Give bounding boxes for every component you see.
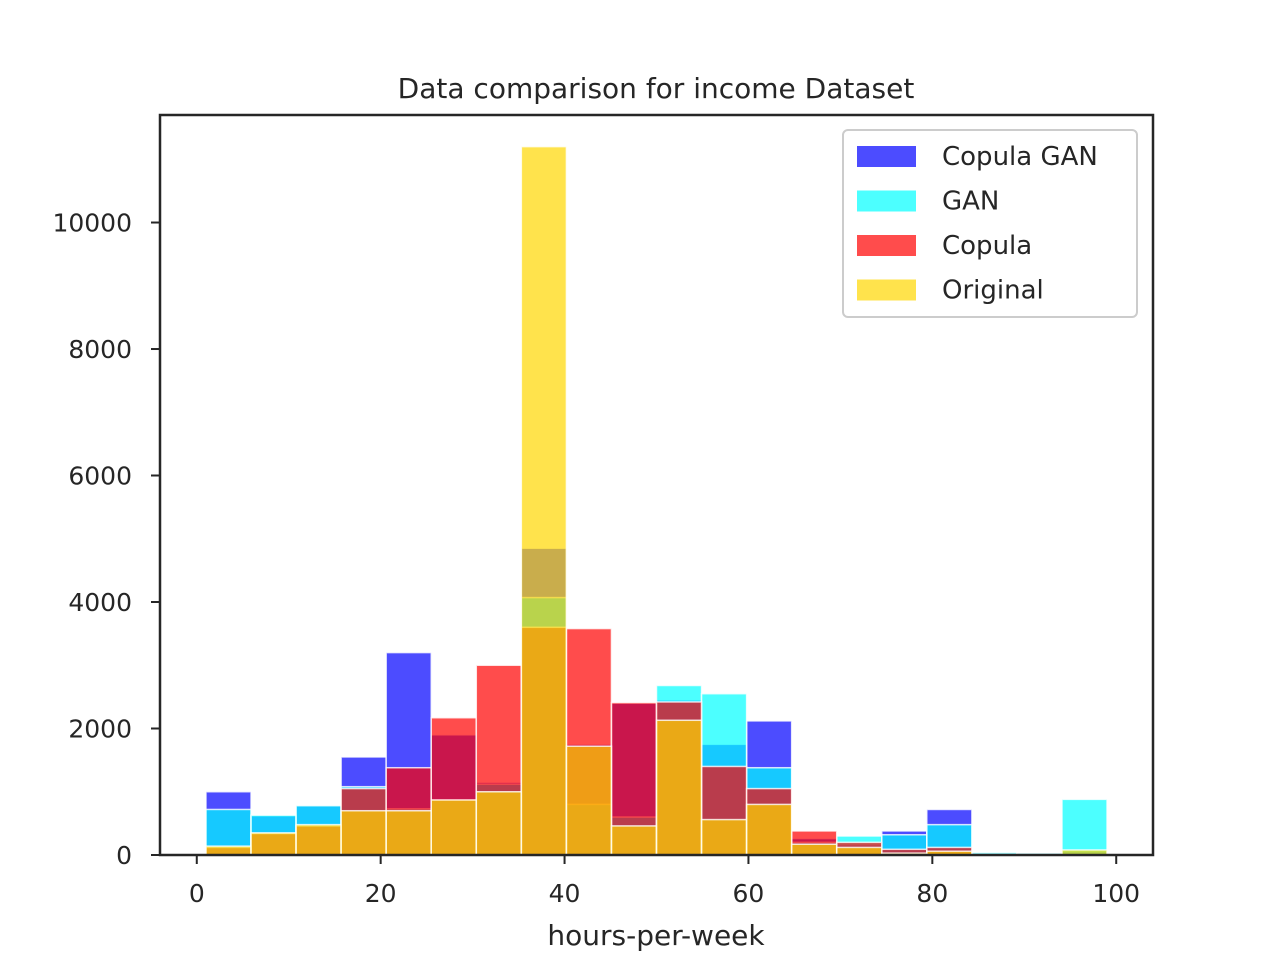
legend-swatch-gan [857, 190, 916, 212]
y-tick-label: 0 [116, 841, 132, 870]
x-axis-ticks: 0 20 40 60 80 100 [189, 855, 1140, 908]
bar-original-4 [385, 809, 432, 856]
legend-swatch-copula-gan [857, 146, 916, 167]
x-tick-label: 40 [549, 879, 581, 908]
legend-swatch-original [857, 279, 916, 301]
bar-original-10 [655, 719, 703, 856]
legend-label-original: Original [942, 276, 1044, 306]
x-tick-label: 0 [189, 879, 205, 908]
legend-swatch-copula [857, 235, 916, 256]
legend-box [842, 129, 1138, 318]
x-tick-label: 80 [916, 879, 948, 908]
bar-original-7 [520, 145, 568, 856]
bars-layer [205, 145, 1108, 856]
bar-original-0 [205, 845, 252, 856]
bar-original-2 [295, 823, 342, 856]
bar-original-1 [250, 832, 297, 856]
y-tick-label: 10000 [52, 209, 132, 238]
plot-frame [158, 113, 1155, 857]
y-tick-label: 4000 [68, 588, 132, 617]
bar-original-3 [340, 809, 387, 856]
bar-gan-19 [1061, 798, 1108, 856]
x-tick-label: 60 [733, 879, 765, 908]
bar-original-11 [700, 818, 748, 856]
legend: Copula GAN GAN Copula Original [842, 129, 1138, 318]
y-tick-label: 2000 [68, 715, 132, 744]
y-axis-ticks: 0 2000 4000 6000 8000 10000 [52, 209, 160, 870]
bar-original-5 [430, 799, 478, 856]
legend-label-copula: Copula [942, 231, 1032, 261]
x-tick-label: 100 [1092, 879, 1140, 908]
bar-original-13 [790, 843, 838, 856]
bar-original-12 [745, 803, 793, 856]
bar-original-8 [565, 745, 613, 856]
x-axis-title: hours-per-week [547, 919, 765, 952]
chart-title: Data comparison for income Dataset [398, 72, 915, 105]
bar-original-6 [475, 791, 523, 856]
x-tick-label: 20 [365, 879, 397, 908]
legend-label-copula-gan: Copula GAN [942, 142, 1098, 172]
bar-original-9 [610, 825, 658, 856]
y-tick-label: 6000 [68, 462, 132, 491]
legend-label-gan: GAN [942, 187, 999, 217]
y-tick-label: 8000 [68, 335, 132, 364]
